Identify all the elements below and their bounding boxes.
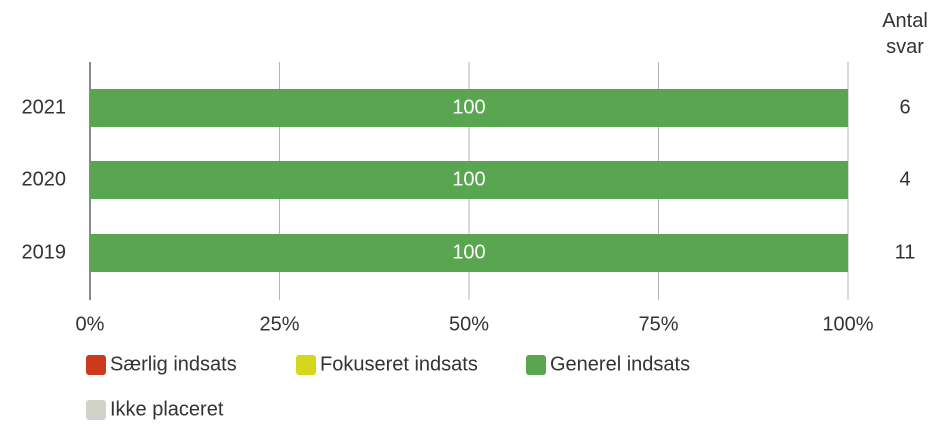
legend-swatch bbox=[86, 355, 106, 375]
data-label: 100 bbox=[452, 96, 485, 118]
count-label: 11 bbox=[895, 241, 916, 263]
counts-title: Antal svar bbox=[882, 10, 928, 58]
legend-swatch bbox=[296, 355, 316, 375]
legend-label: Ikke placeret bbox=[110, 398, 224, 420]
count-label: 4 bbox=[899, 168, 910, 190]
x-tick-label: 75% bbox=[638, 313, 678, 335]
y-tick-label: 2021 bbox=[22, 96, 67, 118]
bar-segment bbox=[90, 89, 848, 127]
x-tick-label: 50% bbox=[449, 313, 489, 335]
x-tick-label: 25% bbox=[259, 313, 299, 335]
count-label: 6 bbox=[899, 96, 910, 118]
y-tick-label: 2019 bbox=[22, 241, 67, 263]
legend-swatch bbox=[526, 355, 546, 375]
bar-segment bbox=[90, 234, 848, 272]
data-label: 100 bbox=[452, 168, 485, 190]
y-tick-label: 2020 bbox=[22, 168, 67, 190]
bar-segment bbox=[90, 161, 848, 199]
legend-label: Generel indsats bbox=[550, 353, 690, 375]
legend-label: Fokuseret indsats bbox=[320, 353, 478, 375]
x-tick-label: 100% bbox=[822, 313, 873, 335]
x-tick-label: 0% bbox=[76, 313, 105, 335]
legend-swatch bbox=[86, 400, 106, 420]
legend-label: Særlig indsats bbox=[110, 353, 237, 375]
data-label: 100 bbox=[452, 241, 485, 263]
